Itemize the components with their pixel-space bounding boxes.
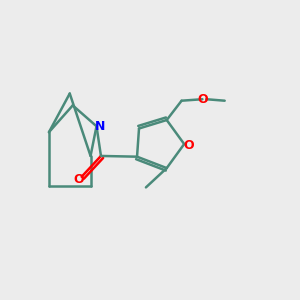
Text: O: O <box>197 93 208 106</box>
Text: O: O <box>74 173 84 186</box>
Text: N: N <box>95 120 105 133</box>
Text: O: O <box>183 139 194 152</box>
